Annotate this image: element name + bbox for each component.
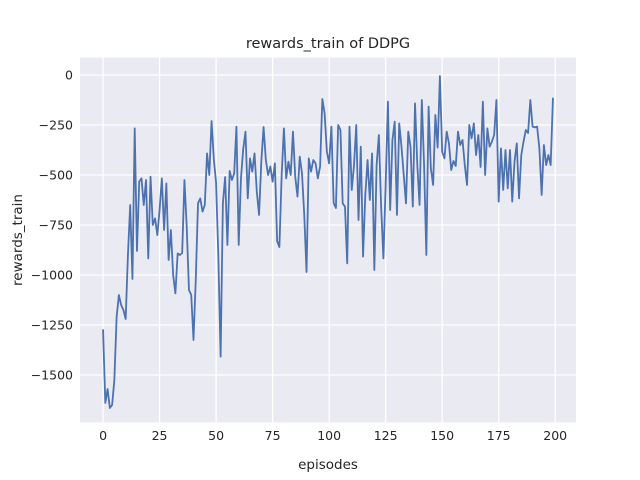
x-tick-label: 100 xyxy=(317,428,341,443)
y-tick-label: −1000 xyxy=(31,268,73,283)
y-tick-labels: 0 −250 −500 −750 −1000 −1250 −1500 xyxy=(31,68,73,383)
x-tick-labels: 0 25 50 75 100 125 150 175 200 xyxy=(99,428,567,443)
x-tick-label: 200 xyxy=(543,428,567,443)
y-tick-label: −500 xyxy=(39,168,73,183)
chart-title: rewards_train of DDPG xyxy=(246,36,410,52)
plot-area xyxy=(80,57,576,423)
x-tick-label: 175 xyxy=(487,428,511,443)
reward-line-series xyxy=(102,75,554,409)
y-axis-label: rewards_train xyxy=(10,194,26,286)
series-line-rewards_train xyxy=(102,75,554,409)
x-tick-label: 0 xyxy=(99,428,107,443)
gridlines xyxy=(80,57,576,423)
y-tick-label: −250 xyxy=(39,118,73,133)
y-tick-label: −750 xyxy=(39,218,73,233)
y-tick-label: −1250 xyxy=(31,318,73,333)
y-tick-label: −1500 xyxy=(31,368,73,383)
x-tick-label: 150 xyxy=(430,428,454,443)
x-tick-label: 25 xyxy=(152,428,168,443)
y-tick-label: 0 xyxy=(65,68,73,83)
x-tick-label: 125 xyxy=(374,428,398,443)
x-tick-label: 50 xyxy=(208,428,224,443)
x-axis-label: episodes xyxy=(298,457,358,473)
x-tick-label: 75 xyxy=(265,428,281,443)
